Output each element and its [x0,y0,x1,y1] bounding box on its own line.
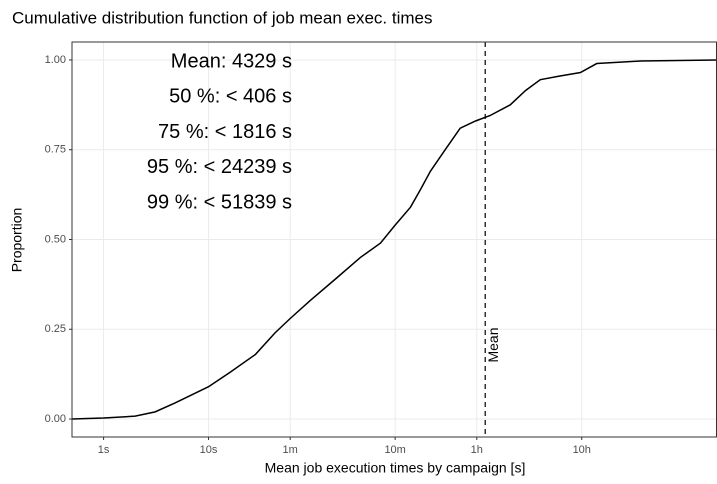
annotation: Mean: 4329 s [171,50,292,72]
x-tick-label: 1h [471,444,483,456]
annotation: 75 %: < 1816 s [158,121,292,143]
x-tick-label: 1s [98,444,110,456]
annotation: 95 %: < 24239 s [147,156,292,178]
x-tick-label: 10m [384,444,405,456]
y-tick-label: 0.00 [45,413,66,425]
annotation: 50 %: < 406 s [169,86,292,108]
y-axis-label: Proportion [9,208,25,273]
x-tick-label: 10h [573,444,591,456]
y-tick-label: 0.25 [45,323,66,335]
x-tick-label: 10s [200,444,218,456]
y-tick-label: 1.00 [45,54,66,66]
x-tick-label: 1m [283,444,298,456]
marks [71,59,717,420]
grid [72,42,717,437]
y-tick-label: 0.75 [45,144,66,156]
annotation: 99 %: < 51839 s [147,191,292,213]
x-axis-label: Mean job execution times by campaign [s] [265,460,526,476]
cdf-line [71,59,717,420]
mean-label: Mean [485,327,501,362]
y-tick-label: 0.50 [45,233,66,245]
chart-title: Cumulative distribution function of job … [12,8,432,27]
